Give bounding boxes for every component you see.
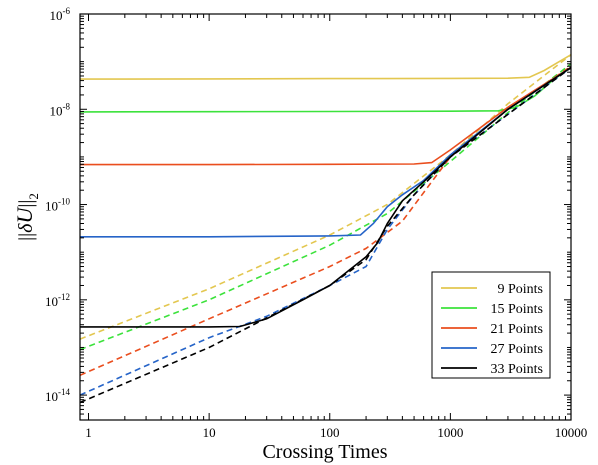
series-dashed-21-points: [80, 65, 571, 377]
plot-frame: [79, 13, 572, 421]
y-tick-label: 10-6: [50, 6, 71, 23]
y-axis-label: ||δU||2: [12, 193, 41, 241]
series-dashed-27-points: [80, 66, 571, 396]
legend-label-27-points: 27 Points: [490, 342, 543, 357]
series-layer: [80, 54, 571, 404]
x-tick-label: 1: [85, 425, 92, 440]
series-solid-15-points: [80, 66, 571, 113]
legend-label-33-points: 33 Points: [490, 362, 543, 377]
y-tick-label: 10-14: [45, 387, 70, 404]
tick-layer: 1 10 100 1000 10000 10-14 10-12 10-10 10-8 10-6: [45, 6, 587, 440]
y-tick-label: 10-12: [45, 292, 70, 309]
legend-box: [431, 271, 551, 379]
legend-label-21-points: 21 Points: [490, 322, 543, 337]
x-tick-label: 1000: [437, 425, 463, 440]
legend-label-15-points: 15 Points: [490, 302, 543, 317]
series-solid-21-points: [80, 66, 571, 166]
series-dashed-15-points: [80, 63, 571, 351]
legend-label-9-points: 9 Points: [497, 282, 543, 297]
series-solid-27-points: [80, 66, 571, 238]
legend: 9 Points 15 Points 21 Points 27 Points 33 Po…: [431, 271, 551, 379]
y-tick-label: 10-10: [45, 197, 70, 214]
x-tick-label: 10000: [555, 425, 588, 440]
x-tick-label: 100: [320, 425, 340, 440]
series-dashed-9-points: [80, 54, 571, 340]
x-tick-label: 10: [203, 425, 216, 440]
series-solid-33-points: [80, 66, 571, 328]
y-tick-label: 10-8: [50, 101, 71, 118]
series-solid-9-points: [80, 54, 571, 80]
x-axis-label: Crossing Times: [262, 441, 387, 463]
